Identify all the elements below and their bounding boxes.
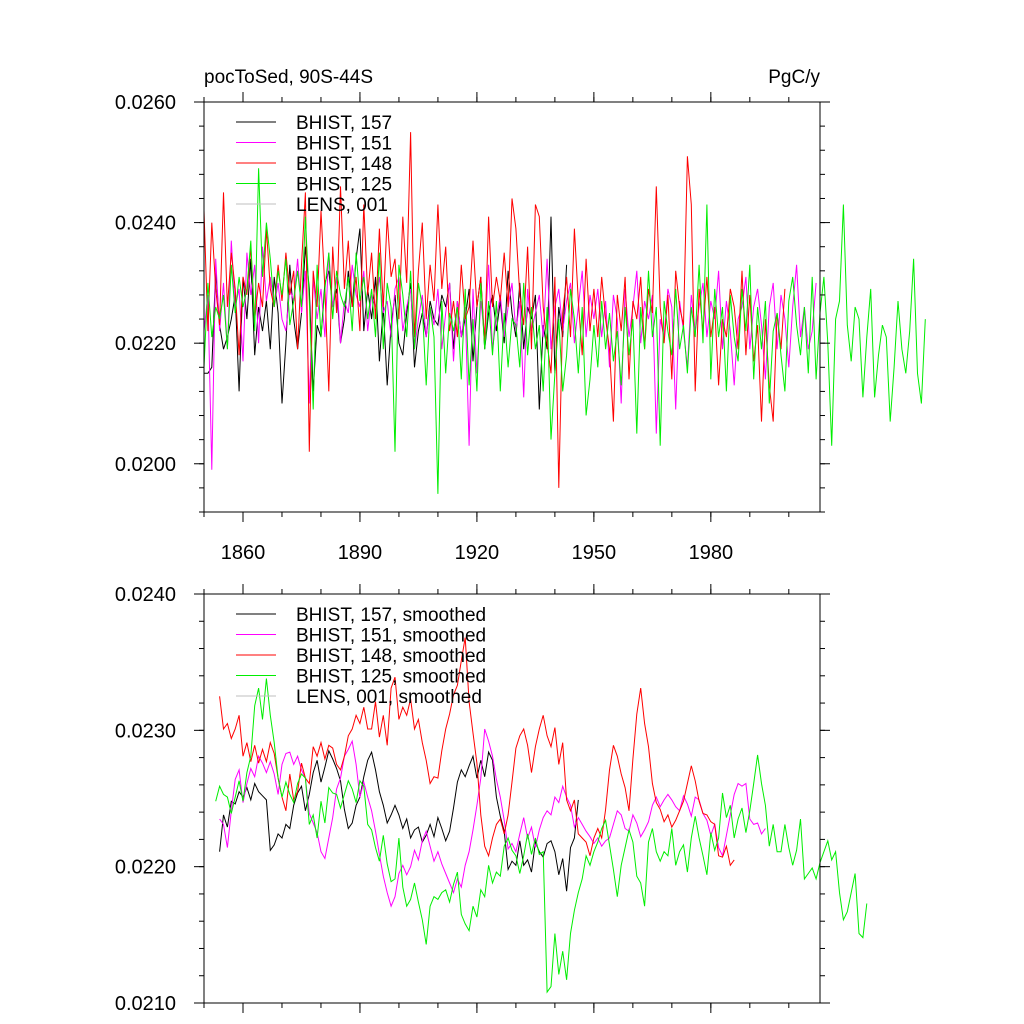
legend-label: BHIST, 151, smoothed [296, 626, 486, 647]
legend-label: LENS, 001, smoothed [296, 687, 482, 708]
y-tick-label: 0.0240 [115, 584, 176, 606]
series-line-1 [204, 216, 568, 410]
chart-panel-top: 0.0200 0.0220 0.0240 0.0260 1860 1890 1920 1950… [115, 67, 926, 564]
y-tick-label: 0.0220 [115, 857, 176, 879]
y-tick-label: 0.0230 [115, 720, 176, 742]
x-tick-label: 1950 [572, 542, 617, 564]
chart-title: pocToSed, 90S-44S [204, 67, 373, 88]
legend-label: LENS, 001 [296, 195, 388, 216]
plot-frame [203, 101, 821, 513]
series-line-2 [203, 240, 817, 470]
legend-label: BHIST, 148 [296, 154, 392, 175]
legend-label: BHIST, 125, smoothed [296, 667, 486, 688]
plot-frame [203, 593, 821, 1004]
legend-label: BHIST, 151 [296, 134, 392, 155]
series-line-3 [203, 132, 786, 488]
y-tick-label: 0.0210 [115, 993, 176, 1015]
y-tick-label: 0.0240 [115, 213, 176, 235]
x-tick-label: 1920 [455, 542, 500, 564]
series-line-4 [203, 168, 926, 494]
x-tick-label: 1890 [338, 542, 383, 564]
x-tick-label: 1980 [689, 542, 734, 564]
series-line-1 [219, 749, 579, 892]
series-line-2 [219, 728, 766, 908]
legend-label: BHIST, 148, smoothed [296, 646, 486, 667]
series-line-4 [215, 678, 868, 994]
y-tick-label: 0.0200 [115, 454, 176, 476]
y-tick-label: 0.0220 [115, 333, 176, 355]
legend-label: BHIST, 157, smoothed [296, 605, 486, 626]
chart-panel-bottom: 0.0210 0.0220 0.0230 0.0240 BHIST, 157, smoo… [115, 584, 868, 1015]
chart-units: PgC/y [768, 67, 820, 88]
legend-label: BHIST, 157 [296, 113, 392, 134]
x-tick-label: 1860 [221, 542, 266, 564]
legend-label: BHIST, 125 [296, 175, 392, 196]
y-tick-label: 0.0260 [115, 92, 176, 114]
